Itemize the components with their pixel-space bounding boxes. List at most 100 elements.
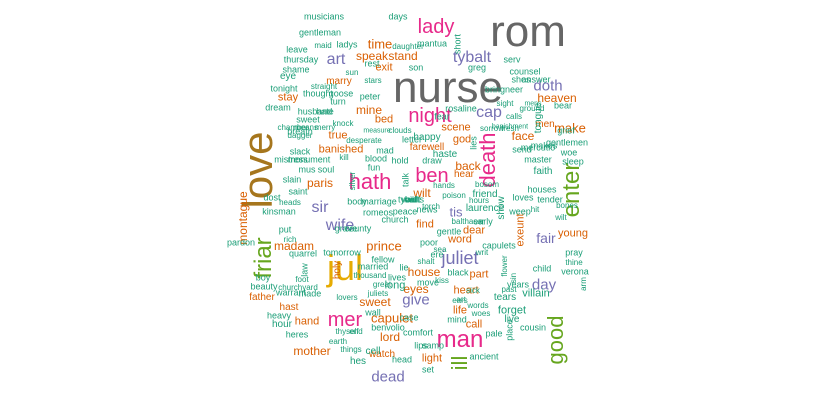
- word-105: benvolio: [371, 322, 405, 333]
- word-118: pray: [565, 247, 583, 258]
- word-15: juliet: [441, 248, 479, 268]
- word-100: made: [298, 288, 322, 299]
- word-20: sir: [311, 199, 329, 216]
- word-74: leave: [286, 44, 308, 55]
- word-52: watch: [368, 349, 396, 360]
- word-215: sin: [509, 272, 518, 284]
- word-176: send: [512, 144, 532, 155]
- word-234: thousand: [353, 271, 387, 280]
- word-173: years: [506, 279, 530, 290]
- word-201: measure: [363, 127, 391, 135]
- word-110: set: [421, 364, 435, 375]
- word-69: farewell: [409, 142, 445, 153]
- word-112: mind: [447, 314, 467, 325]
- word-175: mercutio: [520, 142, 556, 153]
- word-113: forget: [497, 304, 527, 317]
- word-141: capulets: [482, 240, 516, 251]
- word-47: hast: [279, 302, 299, 313]
- word-99: heres: [285, 329, 309, 340]
- word-13: ill: [447, 355, 472, 371]
- word-24: day: [531, 276, 557, 294]
- word-64: god: [452, 133, 472, 146]
- word-197: stars: [364, 76, 382, 85]
- word-240: dagger: [287, 131, 313, 140]
- word-55: face: [511, 129, 535, 143]
- word-29: time: [367, 36, 393, 52]
- word-256: oer: [404, 194, 418, 205]
- word-28: tis: [449, 204, 463, 220]
- word-135: gentle: [436, 226, 462, 237]
- word-33: stand: [388, 49, 418, 63]
- word-11: hath: [348, 169, 392, 194]
- word-39: mother: [293, 344, 331, 358]
- word-161: mantua: [416, 38, 448, 49]
- word-153: answer: [521, 74, 551, 85]
- word-132: marriage: [361, 196, 397, 207]
- word-26: prince: [366, 238, 402, 254]
- word-126: married: [357, 261, 389, 272]
- word-86: monument: [287, 154, 331, 165]
- word-46: father: [249, 292, 275, 303]
- word-8: good: [543, 315, 568, 365]
- word-218: hours: [468, 196, 490, 205]
- word-102: cell: [365, 346, 381, 357]
- word-241: chamber: [277, 123, 309, 132]
- word-122: move: [416, 277, 440, 288]
- word-172: black: [447, 267, 469, 278]
- word-19: doth: [533, 77, 563, 95]
- word-53: mine: [355, 103, 383, 117]
- word-162: daughter: [392, 42, 424, 51]
- word-163: days: [388, 11, 408, 22]
- word-106: comfort: [402, 327, 434, 338]
- word-155: shes: [511, 74, 531, 85]
- word-23: dead: [371, 368, 405, 386]
- word-76: shame: [282, 64, 310, 75]
- word-246: end: [349, 327, 363, 336]
- word-21: wife: [325, 217, 355, 234]
- word-34: exit: [375, 61, 393, 74]
- word-203: sorrow: [479, 124, 505, 133]
- word-17: art: [326, 51, 346, 68]
- word-79: dream: [265, 102, 291, 113]
- word-231: words: [467, 301, 489, 310]
- word-189: county: [344, 223, 372, 234]
- word-211: tender: [537, 194, 563, 205]
- word-87: mus: [298, 164, 316, 175]
- word-81: hate: [316, 106, 334, 117]
- word-160: son: [408, 62, 424, 73]
- word-128: lives: [387, 272, 407, 283]
- word-144: faith: [533, 166, 553, 177]
- word-226: kiss: [435, 276, 449, 285]
- word-220: hands: [433, 181, 455, 190]
- word-42: sweet: [359, 295, 391, 309]
- word-199: kill: [339, 153, 349, 162]
- word-12: ben: [415, 165, 449, 187]
- word-138: friend: [472, 189, 498, 200]
- word-5: lady: [417, 16, 455, 38]
- word-159: serv: [503, 54, 521, 65]
- word-36: heaven: [537, 91, 577, 105]
- word-58: find: [416, 218, 434, 231]
- word-45: young: [558, 227, 588, 240]
- word-130: tomorrow: [323, 247, 361, 258]
- word-60: part: [469, 268, 489, 281]
- word-254: vault: [401, 194, 421, 205]
- word-222: torch: [422, 202, 440, 211]
- word-1: nurse: [392, 63, 504, 112]
- word-131: church: [381, 214, 409, 225]
- word-116: villain: [522, 287, 550, 300]
- word-216: flower: [500, 255, 509, 277]
- word-237: churchyard: [278, 283, 318, 292]
- word-136: blood: [364, 153, 388, 164]
- word-107: lips: [414, 340, 428, 351]
- word-149: gentlemen: [545, 137, 589, 148]
- word-182: wall: [365, 307, 381, 318]
- word-147: master: [524, 154, 552, 165]
- word-177: hold: [391, 155, 409, 166]
- word-30: make: [554, 120, 586, 136]
- word-179: fun: [367, 162, 381, 173]
- word-59: dear: [462, 224, 486, 237]
- word-143: weep: [509, 206, 531, 217]
- word-243: knock: [332, 119, 354, 128]
- word-56: back: [455, 159, 481, 173]
